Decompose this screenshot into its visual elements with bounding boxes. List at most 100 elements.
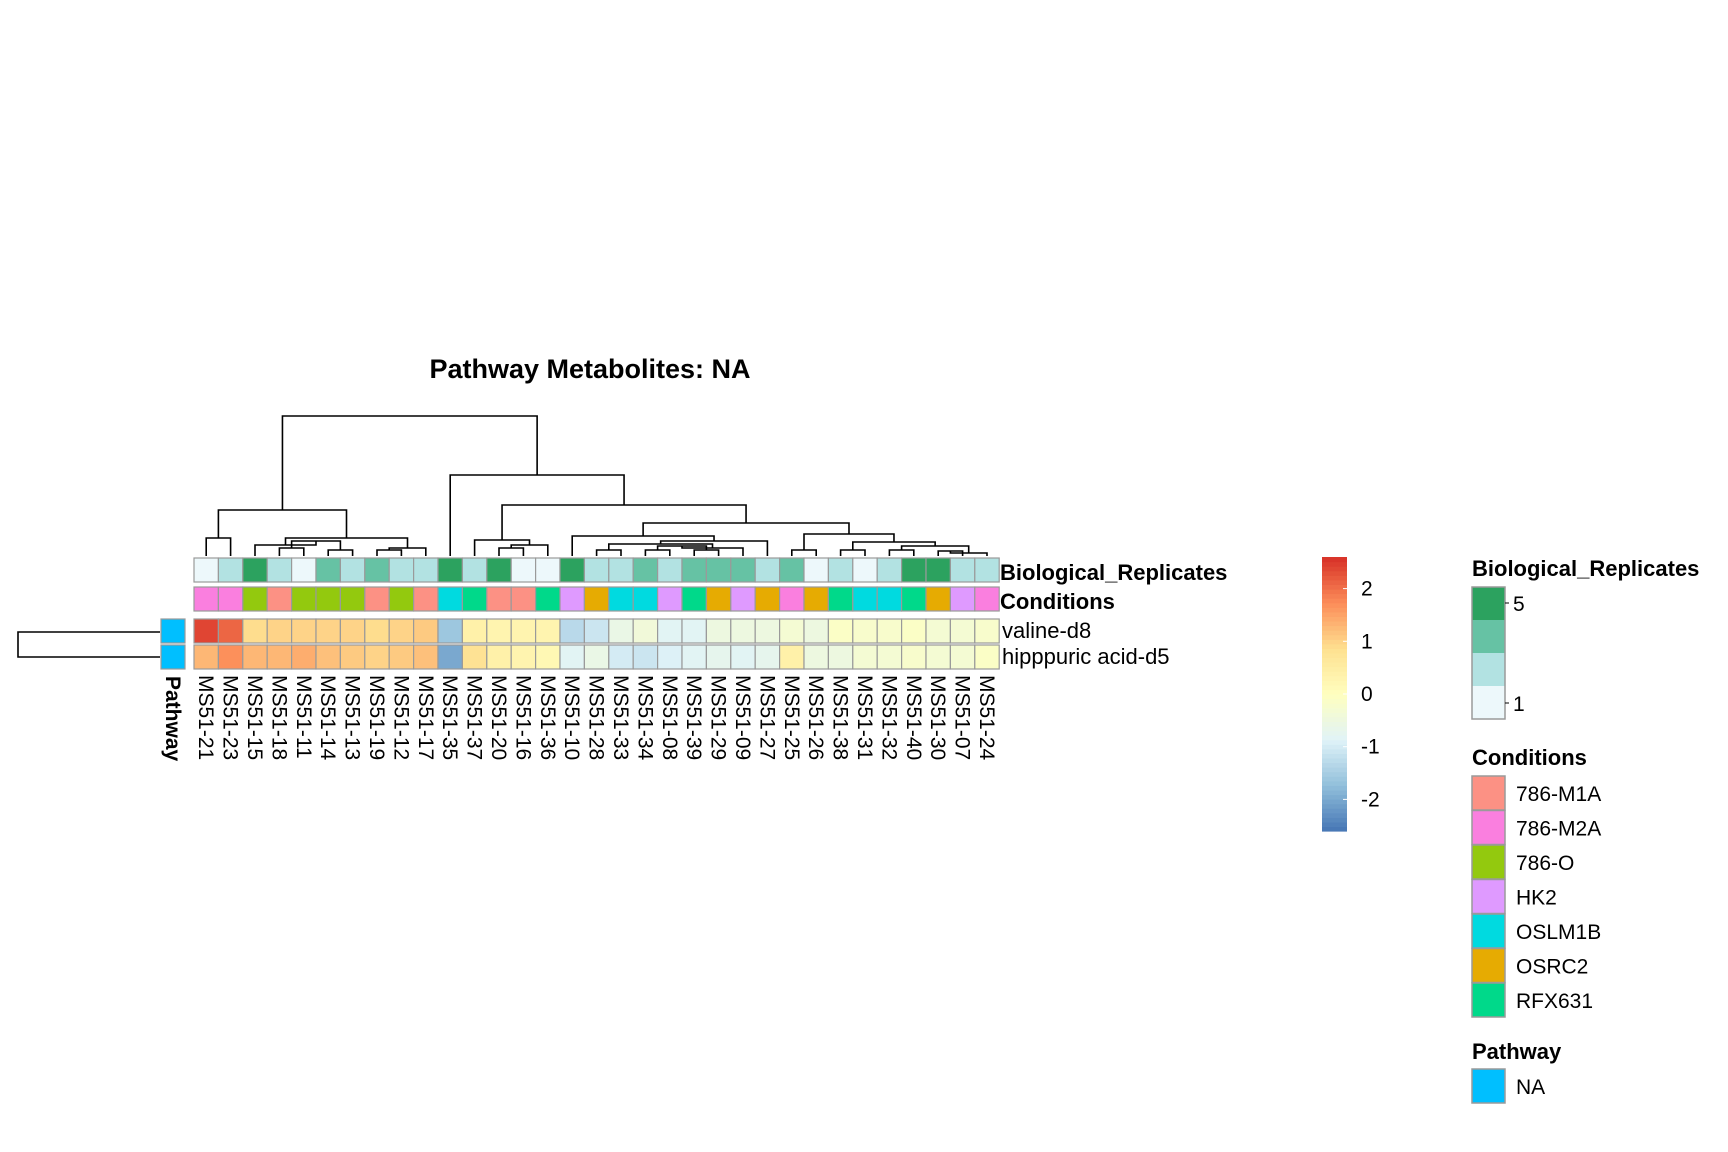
heatmap-cell — [803, 618, 829, 644]
condition-cell — [730, 586, 756, 612]
condition-cell — [315, 586, 341, 612]
condition-cell — [534, 586, 561, 612]
color-scale-segment — [1322, 808, 1347, 814]
column-label: MS51-40 — [902, 675, 925, 760]
condition-cell — [852, 586, 878, 612]
column-label: MS51-15 — [243, 675, 266, 760]
biological-replicate-cell — [315, 557, 341, 583]
row-label: hipppuric acid-d5 — [1002, 644, 1170, 669]
legend-swatch — [1471, 878, 1506, 915]
color-scale-segment — [1322, 707, 1347, 713]
color-scale-segment — [1322, 662, 1347, 668]
heatmap-cell — [388, 618, 415, 644]
color-scale-segment — [1322, 789, 1347, 796]
heatmap-cell — [510, 644, 537, 670]
column-label: MS51-23 — [219, 675, 242, 760]
color-scale-segment — [1322, 630, 1347, 636]
condition-cell — [608, 586, 634, 612]
biological-replicate-cell — [242, 557, 268, 583]
color-scale-segment — [1322, 721, 1347, 727]
condition-cell — [242, 586, 268, 612]
column-label: MS51-24 — [975, 675, 998, 761]
heatmap-cell — [461, 644, 488, 670]
color-scale-segment — [1322, 575, 1347, 581]
column-label: MS51-18 — [267, 675, 290, 760]
legend-conditions: Conditions 786-M1A 786-M2A 786-O HK2 OSLM1B OS… — [1471, 745, 1601, 1018]
heatmap-cell — [974, 618, 1000, 644]
heatmap-cell — [827, 644, 854, 670]
heatmap-cell — [705, 644, 732, 670]
condition-cell — [413, 586, 439, 612]
color-scale-segment — [1322, 712, 1347, 718]
dendrogram-branch — [498, 547, 525, 556]
biological-replicate-cell — [852, 557, 878, 583]
heatmap-cell — [949, 644, 976, 670]
color-scale-segment — [1322, 817, 1347, 823]
color-scale-segment — [1322, 634, 1347, 640]
biological-replicate-cell — [388, 557, 415, 583]
biological-replicate-cell — [534, 557, 561, 583]
legend-item-label: OSRC2 — [1516, 956, 1588, 979]
biological-replicate-cell — [266, 557, 293, 583]
heatmap-cell — [559, 618, 585, 644]
color-scale-segment — [1322, 703, 1347, 709]
dendrogram-branch — [449, 474, 625, 556]
biological-replicate-cell — [705, 557, 732, 583]
condition-cell — [291, 586, 317, 612]
legend-title: Biological_Replicates — [1472, 556, 1699, 581]
heatmap-cell — [681, 644, 707, 670]
color-scale-bar: 2 1 0 -1 -2 — [1322, 557, 1380, 832]
color-scale-segment — [1322, 557, 1347, 563]
condition-cell — [266, 586, 293, 612]
heatmap-cell — [413, 618, 439, 644]
heatmap-cell — [364, 618, 390, 644]
color-scale-segment — [1322, 753, 1347, 759]
column-label: MS51-32 — [877, 675, 900, 760]
color-scale-tick-label: 2 — [1361, 578, 1373, 601]
annotation-tracks — [193, 557, 1000, 612]
column-label: MS51-34 — [633, 675, 656, 761]
column-label: MS51-21 — [194, 675, 217, 760]
heatmap-cell — [608, 644, 634, 670]
track-label-conditions: Conditions — [1000, 589, 1115, 614]
color-scale-segment — [1322, 716, 1347, 722]
legend-pathway: Pathway NA — [1471, 1039, 1562, 1104]
dendrogram-branch — [644, 549, 671, 556]
biological-replicate-cell — [510, 557, 537, 583]
color-scale-segment — [1322, 648, 1347, 654]
heatmap-cell — [437, 644, 463, 670]
color-scale-segment — [1322, 803, 1347, 809]
heatmap-cell — [730, 618, 756, 644]
legend-item-label: 786-M1A — [1516, 783, 1601, 806]
condition-cell — [925, 586, 951, 612]
biological-replicate-cell — [632, 557, 659, 583]
condition-cell — [656, 586, 683, 612]
color-scale-segment — [1322, 812, 1347, 818]
column-label: MS51-09 — [731, 675, 754, 760]
biological-replicate-cell — [559, 557, 585, 583]
heatmap-cell — [193, 618, 219, 644]
color-scale-segment — [1322, 616, 1347, 622]
heatmap-cell — [730, 644, 756, 670]
column-label: MS51-17 — [414, 675, 437, 760]
heatmap-cell — [778, 618, 805, 644]
heatmap-cell — [217, 644, 244, 670]
heatmap-cell — [754, 644, 781, 670]
legend-title: Conditions — [1472, 745, 1587, 770]
pathway-annotation: Pathway — [160, 618, 186, 762]
row-dendrogram — [17, 631, 160, 658]
dendrogram-branch — [839, 549, 866, 556]
dendrogram-branch — [510, 544, 549, 556]
column-label: MS51-31 — [853, 675, 876, 760]
color-scale-tick-label: -2 — [1361, 788, 1380, 811]
heatmap-cells — [193, 618, 1000, 670]
color-scale-segment — [1322, 593, 1347, 599]
color-scale-segment — [1322, 607, 1347, 613]
condition-cell — [754, 586, 781, 612]
heatmap-cell — [949, 618, 976, 644]
biological-replicate-cell — [413, 557, 439, 583]
column-label: MS51-28 — [585, 675, 608, 760]
heatmap-cell — [876, 644, 903, 670]
column-label: MS51-25 — [780, 675, 803, 760]
